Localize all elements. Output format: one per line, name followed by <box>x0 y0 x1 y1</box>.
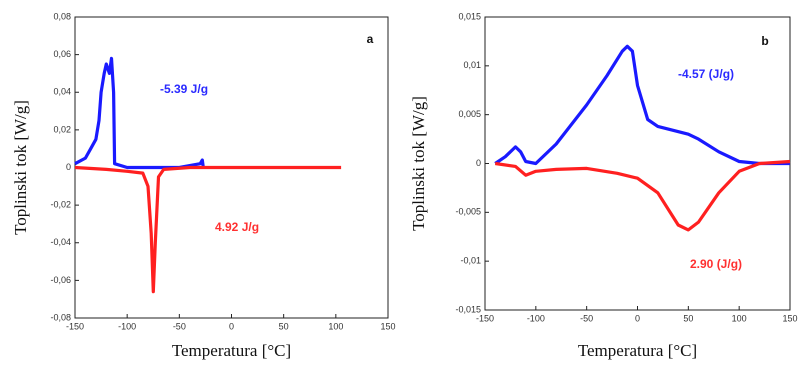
y-tick-label: -0,04 <box>50 237 71 247</box>
x-tick-label: -100 <box>527 313 545 323</box>
x-tick-label: -50 <box>580 313 593 323</box>
series-line <box>74 165 342 294</box>
y-tick-label: 0,04 <box>53 87 71 97</box>
x-tick-label: 0 <box>635 313 640 323</box>
y-tick-label: 0,06 <box>53 49 71 59</box>
annotation: 2.90 (J/g) <box>690 257 742 271</box>
annotation: -5.39 J/g <box>160 82 208 96</box>
panel-label: b <box>761 34 768 48</box>
x-tick-label: 100 <box>328 321 343 331</box>
y-tick-label: -0,005 <box>455 207 481 217</box>
x-axis-label: Temperatura [°C] <box>172 341 291 360</box>
y-tick-label: 0,01 <box>463 60 481 70</box>
y-tick-label: -0,08 <box>50 312 71 322</box>
x-tick-label: 50 <box>279 321 289 331</box>
x-tick-label: -150 <box>66 321 84 331</box>
y-tick-label: -0,06 <box>50 275 71 285</box>
y-tick-label: 0,02 <box>53 124 71 134</box>
series-line <box>494 44 790 166</box>
annotation: 4.92 J/g <box>215 220 259 234</box>
x-tick-label: 50 <box>683 313 693 323</box>
x-axis-label: Temperatura [°C] <box>578 341 697 360</box>
x-tick-label: -50 <box>173 321 186 331</box>
y-tick-label: -0,02 <box>50 200 71 210</box>
x-tick-label: 0 <box>229 321 234 331</box>
x-tick-label: 150 <box>782 313 797 323</box>
series-line <box>74 56 205 170</box>
y-axis-label: Toplinski tok [W/g] <box>11 100 30 235</box>
series-line <box>494 159 791 232</box>
y-tick-label: 0 <box>66 162 71 172</box>
y-tick-label: -0,015 <box>455 304 481 314</box>
y-tick-label: 0,015 <box>458 11 481 21</box>
x-tick-label: -150 <box>476 313 494 323</box>
x-tick-label: 150 <box>380 321 395 331</box>
y-tick-label: -0,01 <box>460 256 481 266</box>
y-tick-label: 0,005 <box>458 109 481 119</box>
y-axis-label: Toplinski tok [W/g] <box>409 96 428 231</box>
annotation: -4.57 (J/g) <box>678 67 734 81</box>
panel-label: a <box>367 32 374 46</box>
x-tick-label: 100 <box>732 313 747 323</box>
x-tick-label: -100 <box>118 321 136 331</box>
y-tick-label: 0 <box>476 158 481 168</box>
y-tick-label: 0,08 <box>53 11 71 21</box>
